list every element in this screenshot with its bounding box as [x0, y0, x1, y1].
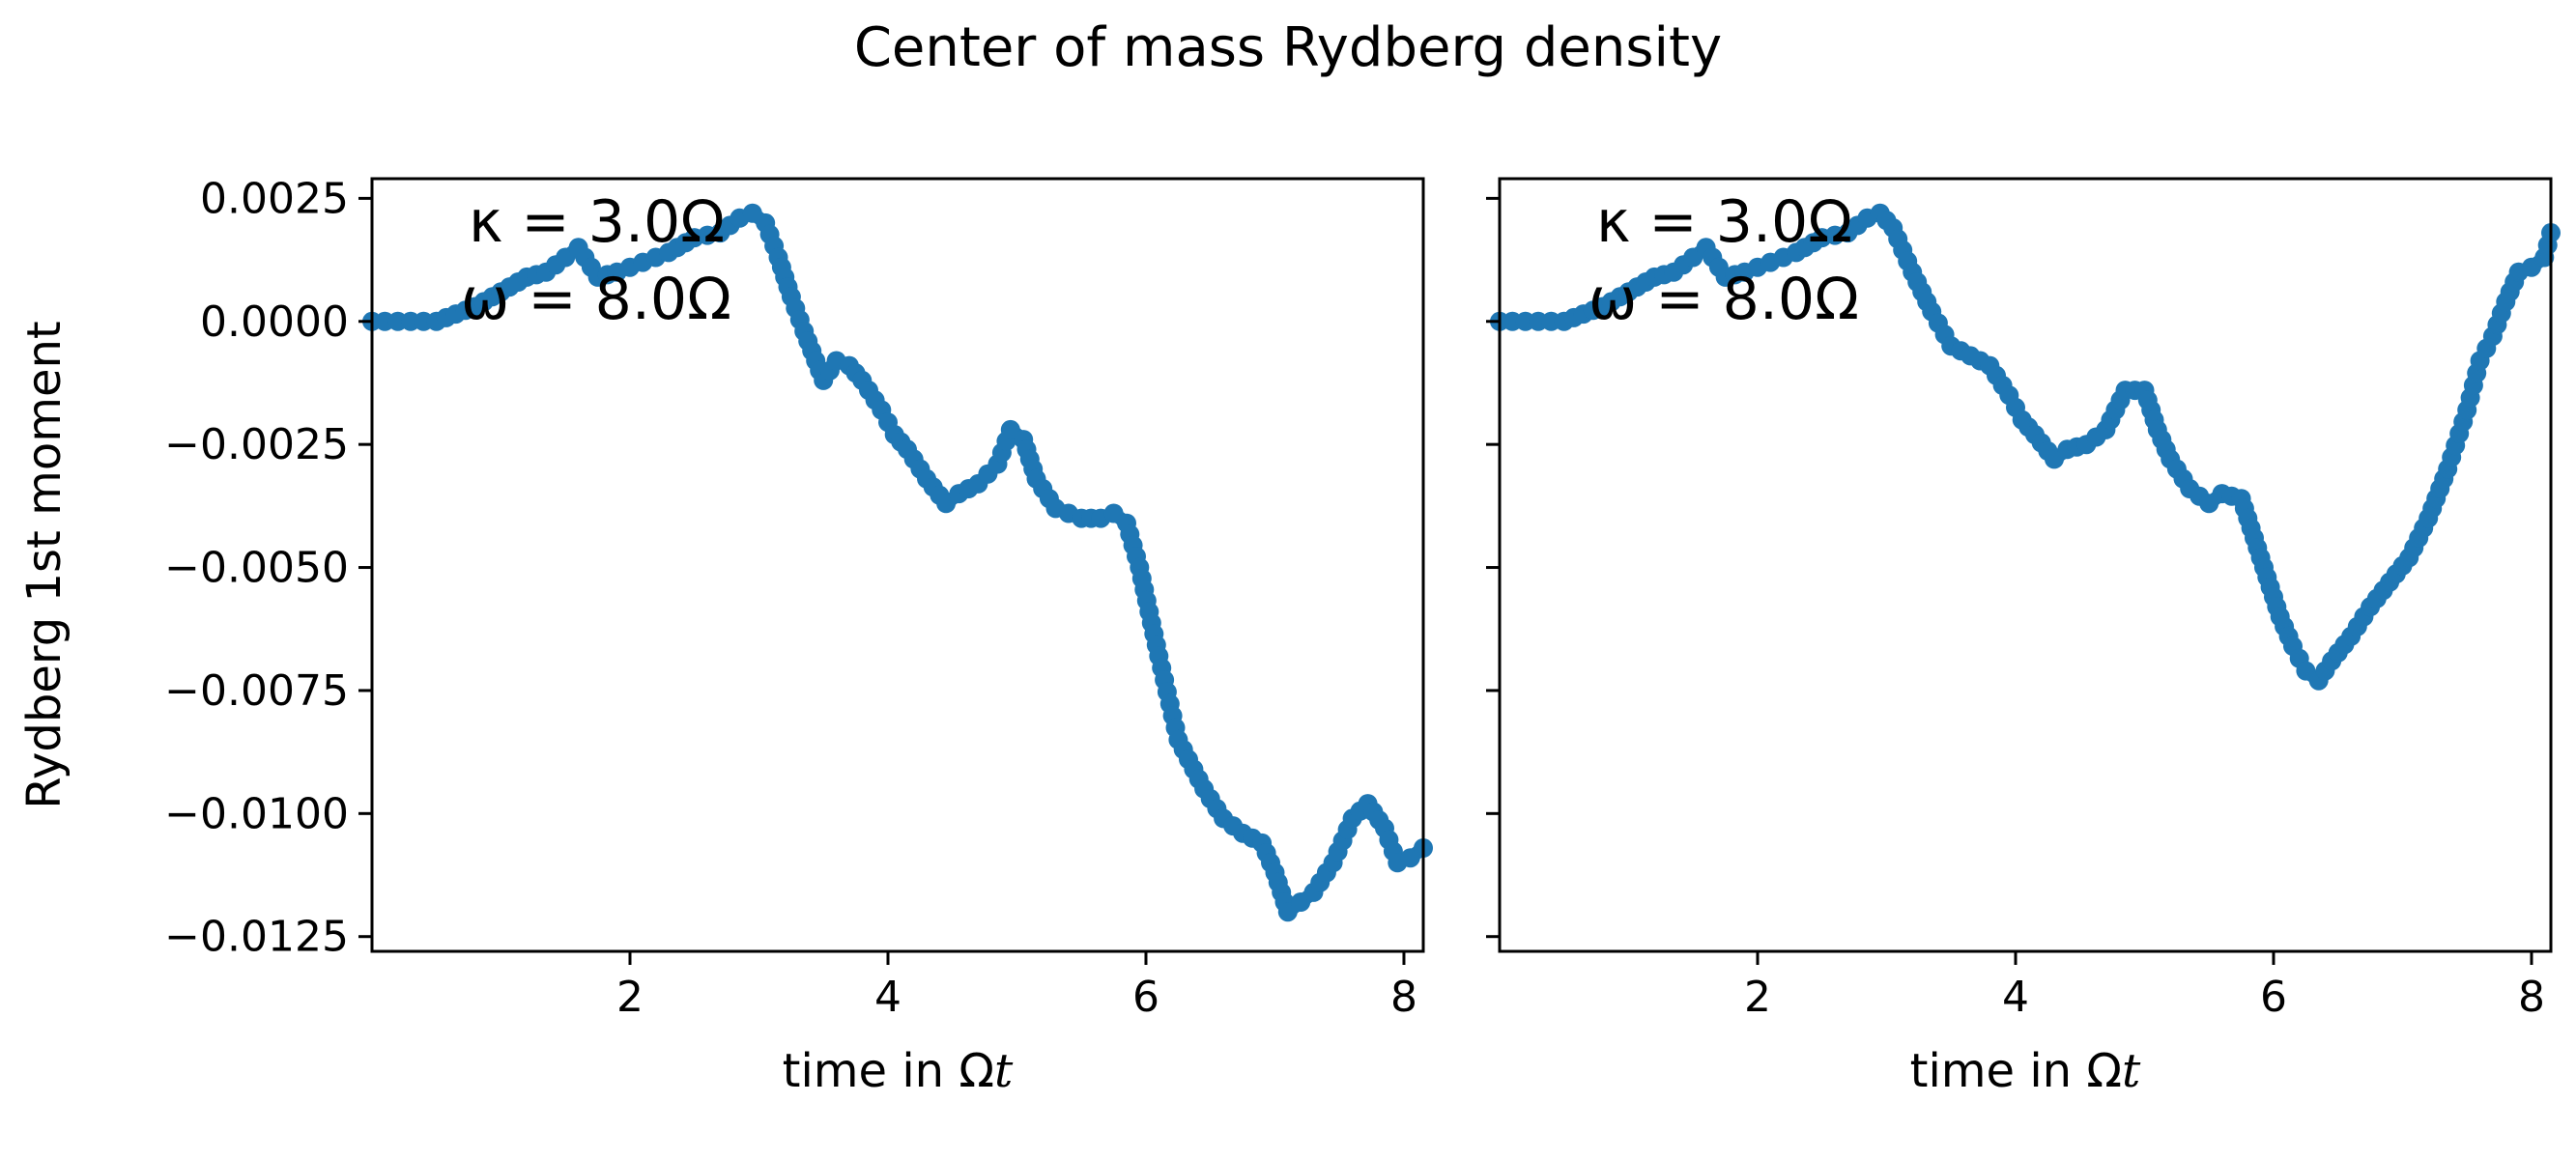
x-tick-label: 2	[1744, 973, 1771, 1022]
omega-annotation: ω = 8.0Ω	[461, 266, 731, 333]
x-tick-label: 2	[616, 973, 644, 1022]
omega-annotation: ω = 8.0Ω	[1589, 266, 1859, 333]
y-tick-label: 0.0000	[200, 297, 349, 347]
y-axis-label: Rydberg 1st moment	[17, 321, 72, 809]
x-tick-label: 6	[1132, 973, 1159, 1022]
kappa-annotation: κ = 3.0Ω	[1596, 188, 1852, 256]
axes-frame	[370, 177, 1425, 953]
y-tick-label: −0.0050	[164, 544, 349, 593]
x-tick-label: 4	[874, 973, 902, 1022]
x-axis-label: time in Ωt	[1910, 1044, 2141, 1098]
y-tick-label: −0.0075	[164, 666, 349, 716]
y-tick-label: −0.0125	[164, 913, 349, 962]
axes-frame	[1498, 177, 2553, 953]
x-tick-label: 8	[1390, 973, 1417, 1022]
x-tick-label: 8	[2518, 973, 2545, 1022]
figure-title: Center of mass Rydberg density	[854, 16, 1722, 79]
y-tick-label: 0.0025	[200, 174, 349, 223]
panels: 2 4 6 8 0.0025 0.0000 −0.0025 −0.0050 −0.0075 −0.…	[17, 174, 2561, 1098]
chart-panel-right: 2 4 6 8 time in Ωt κ = 3.0Ω ω = 8.0Ω	[1486, 177, 2561, 1098]
x-tick-label: 6	[2260, 973, 2287, 1022]
x-axis-label: time in Ωt	[783, 1044, 1014, 1098]
y-tick-label: −0.0100	[164, 789, 349, 838]
chart-panel-left: 2 4 6 8 0.0025 0.0000 −0.0025 −0.0050 −0.0075 −0.…	[17, 174, 1433, 1098]
y-tick-label: −0.0025	[164, 420, 349, 469]
kappa-annotation: κ = 3.0Ω	[469, 188, 725, 256]
x-tick-label: 4	[2002, 973, 2029, 1022]
